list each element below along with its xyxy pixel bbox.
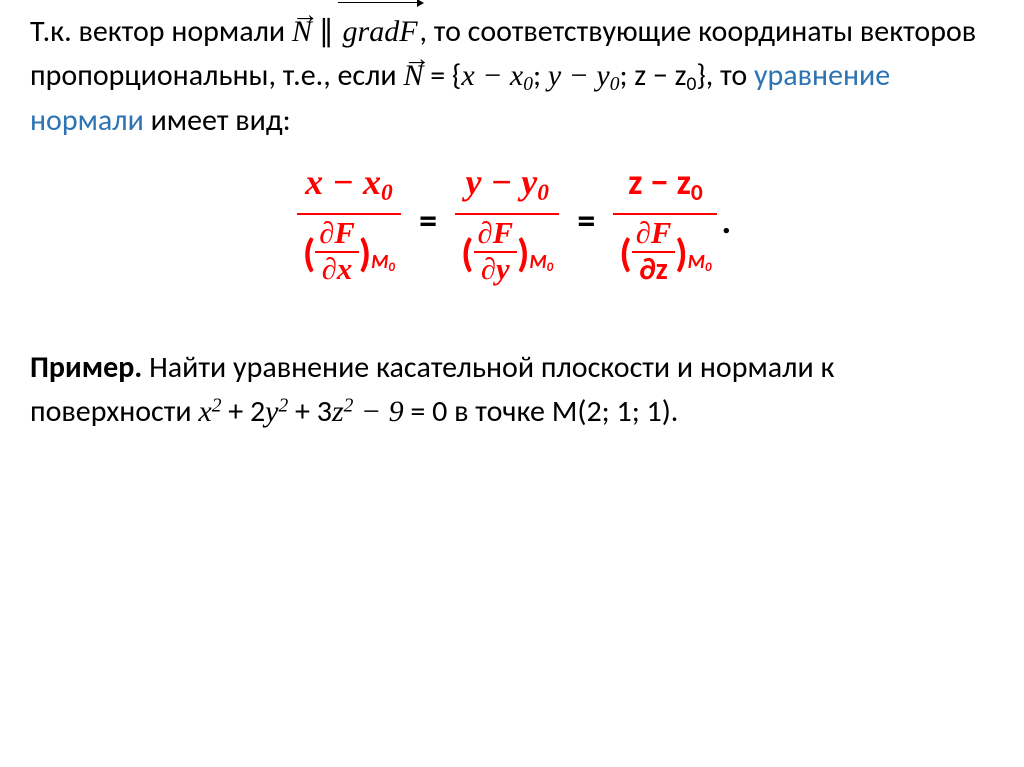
denominator: (∂F∂x)M0 <box>297 215 401 286</box>
text: = { <box>423 57 461 94</box>
slide-content: Т.к. вектор нормали → N ∥ gradF , то соо… <box>0 0 1024 453</box>
vector-N: → N <box>292 10 312 54</box>
text: , то <box>706 57 754 94</box>
text: Т.к. вектор нормали <box>30 13 292 50</box>
parallel-symbol: ∥ <box>319 13 334 50</box>
text: + 2 <box>221 393 265 430</box>
fraction-y: y − y0 (∂F∂y)M0 <box>455 156 559 286</box>
partial-fraction: ∂F∂y <box>474 217 518 286</box>
normal-equation: x − x0 (∂F∂x)M0 = y − y0 (∂F∂y)M0 = z − … <box>30 156 994 286</box>
partial-fraction: ∂F∂z <box>632 217 676 286</box>
arrow-icon <box>338 2 422 3</box>
example-label: Пример. <box>30 349 142 386</box>
sub-M0: M0 <box>688 250 712 274</box>
numerator: z − z0 <box>613 156 717 215</box>
x-squared: x2 <box>198 395 221 428</box>
text: } <box>696 57 705 94</box>
denominator: (∂F∂y)M0 <box>455 215 559 286</box>
paragraph-intro: Т.к. вектор нормали → N ∥ gradF , то соо… <box>30 10 994 142</box>
partial-fraction: ∂F∂x <box>315 217 359 286</box>
text: = 0 в точке М(2; 1; 1). <box>404 393 679 430</box>
numerator: y − y0 <box>455 156 559 215</box>
sep: ; <box>533 57 548 94</box>
arrow-icon: → <box>292 0 312 34</box>
numerator: x − x0 <box>297 156 401 215</box>
text: + 3 <box>288 393 332 430</box>
sep: ; <box>619 57 634 94</box>
z-minus-z0: z − z0 <box>634 57 696 94</box>
text: имеет вид: <box>144 102 291 139</box>
fraction-x: x − x0 (∂F∂x)M0 <box>297 156 401 286</box>
minus-nine: − 9 <box>353 395 403 428</box>
period: . <box>721 199 731 243</box>
example-block: Пример. Найти уравнение касательной плос… <box>30 346 994 433</box>
vector-N-2: → N <box>403 54 423 98</box>
fraction-z: z − z0 (∂F∂z)M0 <box>613 156 717 286</box>
arrow-icon: → <box>403 39 423 78</box>
sub-M0: M0 <box>529 250 553 274</box>
y-squared: y2 <box>265 395 288 428</box>
equals-sign: = <box>419 195 437 247</box>
equals-sign: = <box>577 195 595 247</box>
sub-M0: M0 <box>371 250 395 274</box>
x-minus-x0: x − x0 <box>461 59 533 92</box>
denominator: (∂F∂z)M0 <box>613 215 717 286</box>
z-squared: z2 <box>332 395 353 428</box>
y-minus-y0: y − y0 <box>548 59 620 92</box>
